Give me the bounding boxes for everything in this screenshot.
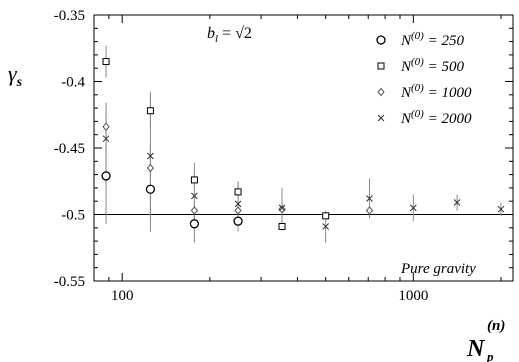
x-axis-label-superscript: (n) bbox=[487, 318, 505, 334]
series-circle bbox=[101, 171, 243, 229]
data-point-diamond bbox=[234, 206, 242, 215]
data-point-cross-stroke-b bbox=[409, 204, 417, 212]
y-tick-label: -0.4 bbox=[61, 75, 85, 91]
data-point-cross-stroke-b bbox=[322, 223, 330, 230]
data-point-square bbox=[322, 212, 330, 220]
data-point-cross bbox=[409, 204, 417, 212]
legend-label: N(0) = 2000 bbox=[400, 108, 472, 127]
annotation-bl-rest: = √2 bbox=[218, 25, 252, 42]
data-point-diamond bbox=[278, 204, 286, 214]
data-point-cross-stroke-b bbox=[234, 200, 242, 208]
legend-label: N(0) = 250 bbox=[400, 30, 464, 49]
y-tick-label: -0.55 bbox=[54, 274, 85, 290]
data-point-square bbox=[146, 107, 154, 115]
data-point-cross bbox=[147, 152, 154, 160]
data-point-square bbox=[278, 222, 286, 230]
y-axis-label-subscript: s bbox=[16, 75, 23, 90]
legend-marker-cross bbox=[377, 114, 385, 122]
data-point-cross bbox=[497, 205, 505, 213]
data-point-cross bbox=[102, 135, 110, 143]
series-cross bbox=[102, 135, 505, 230]
data-point-circle bbox=[101, 171, 111, 181]
legend-marker-square bbox=[377, 62, 385, 70]
data-point-cross-stroke-b bbox=[366, 195, 373, 202]
data-point-square bbox=[234, 188, 242, 196]
data-point-square bbox=[190, 176, 198, 184]
data-point-cross bbox=[234, 200, 242, 208]
data-point-diamond bbox=[365, 206, 374, 215]
legend: N(0) = 250 N(0) = 500 N(0) = 1000 N(0) = 20… bbox=[376, 30, 472, 127]
data-point-circle bbox=[189, 219, 200, 229]
annotation-bl: bl = √2 bbox=[207, 25, 252, 45]
y-tick-label: -0.45 bbox=[54, 141, 85, 157]
data-point-circle bbox=[145, 184, 156, 194]
data-point-cross bbox=[453, 199, 461, 206]
annotation-pure-gravity: Pure gravity bbox=[400, 261, 476, 277]
y-tick-label: -0.35 bbox=[54, 8, 85, 24]
annotation-bl-subscript: l bbox=[215, 33, 218, 45]
legend-label: N(0) = 500 bbox=[400, 56, 464, 75]
legend-marker-diamond bbox=[377, 87, 385, 97]
x-axis-label-subscript: p bbox=[486, 349, 494, 362]
data-point-cross-stroke-b bbox=[191, 192, 198, 200]
data-point-cross-stroke-b bbox=[102, 135, 110, 143]
data-point-cross-stroke-b bbox=[278, 204, 286, 212]
marker-layer bbox=[101, 58, 505, 230]
y-tick-label: -0.5 bbox=[61, 208, 85, 224]
data-point-diamond bbox=[146, 163, 155, 173]
y-axis-label: γs bbox=[8, 61, 23, 90]
x-axis-label: N bbox=[466, 336, 486, 362]
data-point-cross-stroke-b bbox=[147, 152, 154, 160]
legend-marker-cross-stroke-b bbox=[377, 114, 385, 122]
series-diamond bbox=[102, 122, 374, 215]
data-point-square bbox=[102, 58, 110, 66]
data-point-cross bbox=[366, 195, 373, 202]
legend-marker-circle bbox=[376, 35, 386, 45]
data-point-circle bbox=[233, 216, 243, 226]
data-point-diamond bbox=[102, 122, 110, 131]
data-point-cross bbox=[278, 204, 286, 212]
x-tick-label: 1000 bbox=[398, 288, 428, 304]
data-point-diamond bbox=[190, 206, 199, 215]
x-tick-label: 100 bbox=[111, 288, 134, 304]
ticks-layer: -0.55 -0.5 -0.45 -0.4 -0.35 100 1000 bbox=[54, 8, 513, 304]
data-point-cross bbox=[322, 223, 330, 230]
data-point-cross bbox=[191, 192, 198, 200]
series-square bbox=[102, 58, 330, 230]
data-point-cross-stroke-b bbox=[497, 205, 505, 213]
data-point-cross-stroke-b bbox=[453, 199, 461, 206]
legend-label: N(0) = 1000 bbox=[400, 82, 472, 101]
